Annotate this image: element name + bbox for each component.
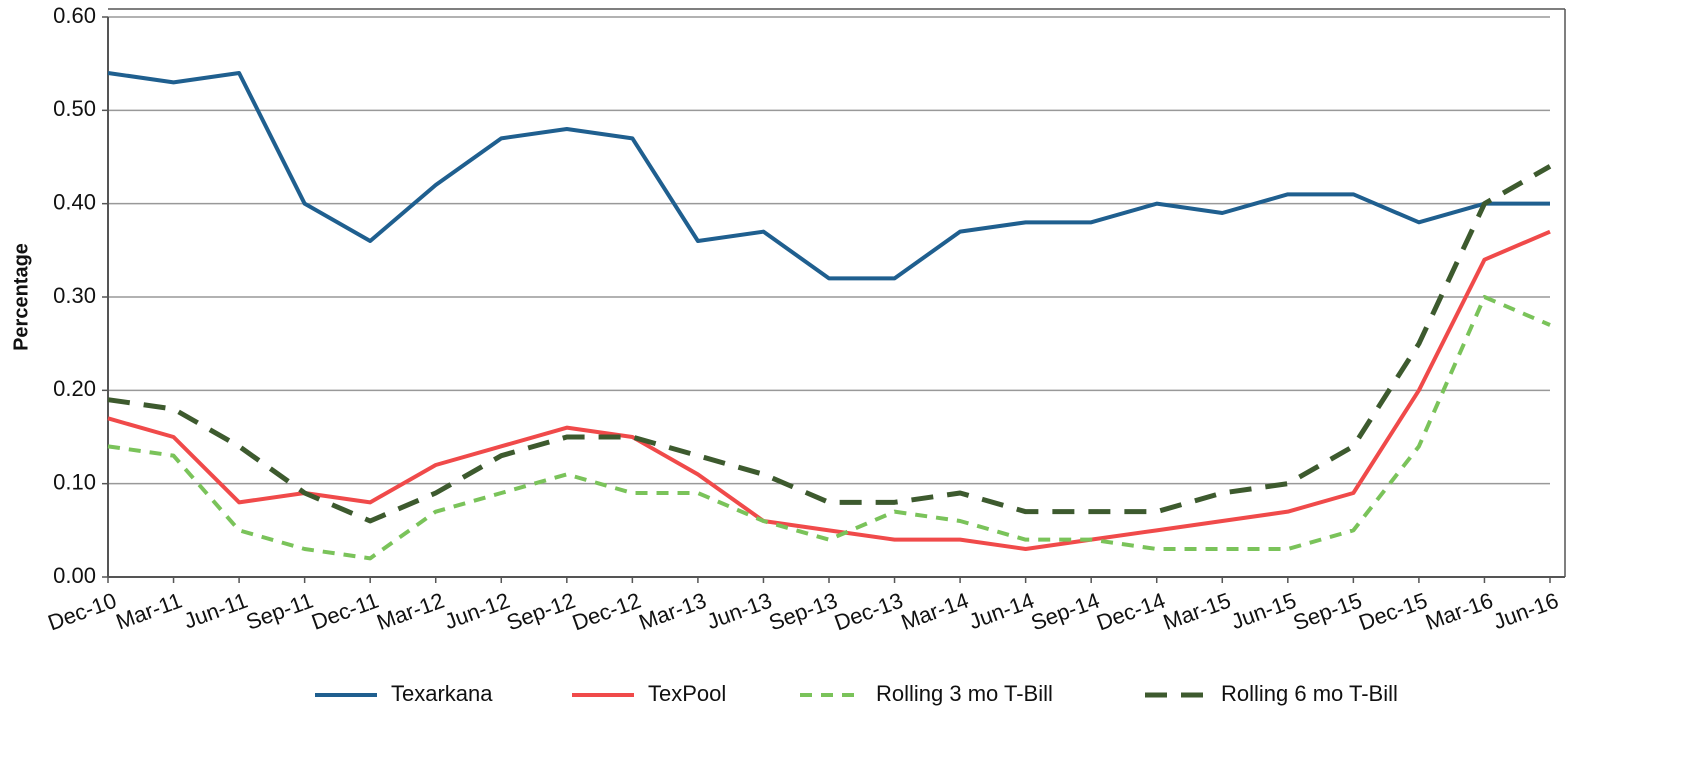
series-line	[107, 295, 1551, 561]
x-tick-label: Jun-14	[966, 588, 1038, 635]
legend-label: Rolling 3 mo T-Bill	[876, 681, 1053, 706]
y-tick-label: 0.60	[53, 3, 96, 28]
series-line	[107, 71, 1550, 281]
x-tick-label: Jun-13	[703, 588, 775, 635]
x-tick-label: Dec-12	[569, 588, 644, 636]
legend-label: TexPool	[648, 681, 726, 706]
x-tick-label: Mar-14	[898, 588, 972, 635]
x-tick-label: Jun-12	[441, 588, 513, 635]
series-line	[107, 229, 1551, 551]
series-line	[107, 164, 1552, 524]
x-tick-label: Mar-16	[1422, 588, 1496, 635]
x-tick-label: Dec-10	[45, 588, 120, 636]
x-tick-label: Dec-14	[1093, 588, 1168, 636]
legend-label: Rolling 6 mo T-Bill	[1221, 681, 1398, 706]
x-tick-label: Jun-11	[181, 588, 251, 634]
x-tick-label: Sep-11	[243, 588, 317, 635]
x-tick-label: Dec-11	[308, 588, 382, 635]
x-tick-label: Mar-13	[636, 588, 710, 635]
x-tick-label: Dec-15	[1355, 588, 1430, 636]
y-tick-label: 0.50	[53, 96, 96, 121]
y-axis-label: Percentage	[10, 243, 32, 351]
x-tick-label: Mar-11	[113, 588, 186, 635]
y-tick-label: 0.00	[53, 563, 96, 588]
y-tick-label: 0.20	[53, 376, 96, 401]
x-tick-label: Dec-13	[831, 588, 906, 636]
y-tick-label: 0.10	[53, 469, 96, 494]
x-tick-label: Mar-12	[373, 588, 447, 635]
legend-label: Texarkana	[391, 681, 493, 706]
y-tick-label: 0.40	[53, 189, 96, 214]
x-tick-label: Sep-14	[1028, 588, 1103, 636]
x-tick-label: Sep-15	[1290, 588, 1365, 636]
y-tick-label: 0.30	[53, 283, 96, 308]
x-tick-label: Jun-16	[1490, 588, 1562, 635]
x-tick-label: Mar-15	[1160, 588, 1234, 635]
x-tick-label: Jun-15	[1228, 588, 1300, 635]
x-tick-label: Sep-12	[503, 588, 578, 636]
x-tick-label: Sep-13	[765, 588, 840, 636]
